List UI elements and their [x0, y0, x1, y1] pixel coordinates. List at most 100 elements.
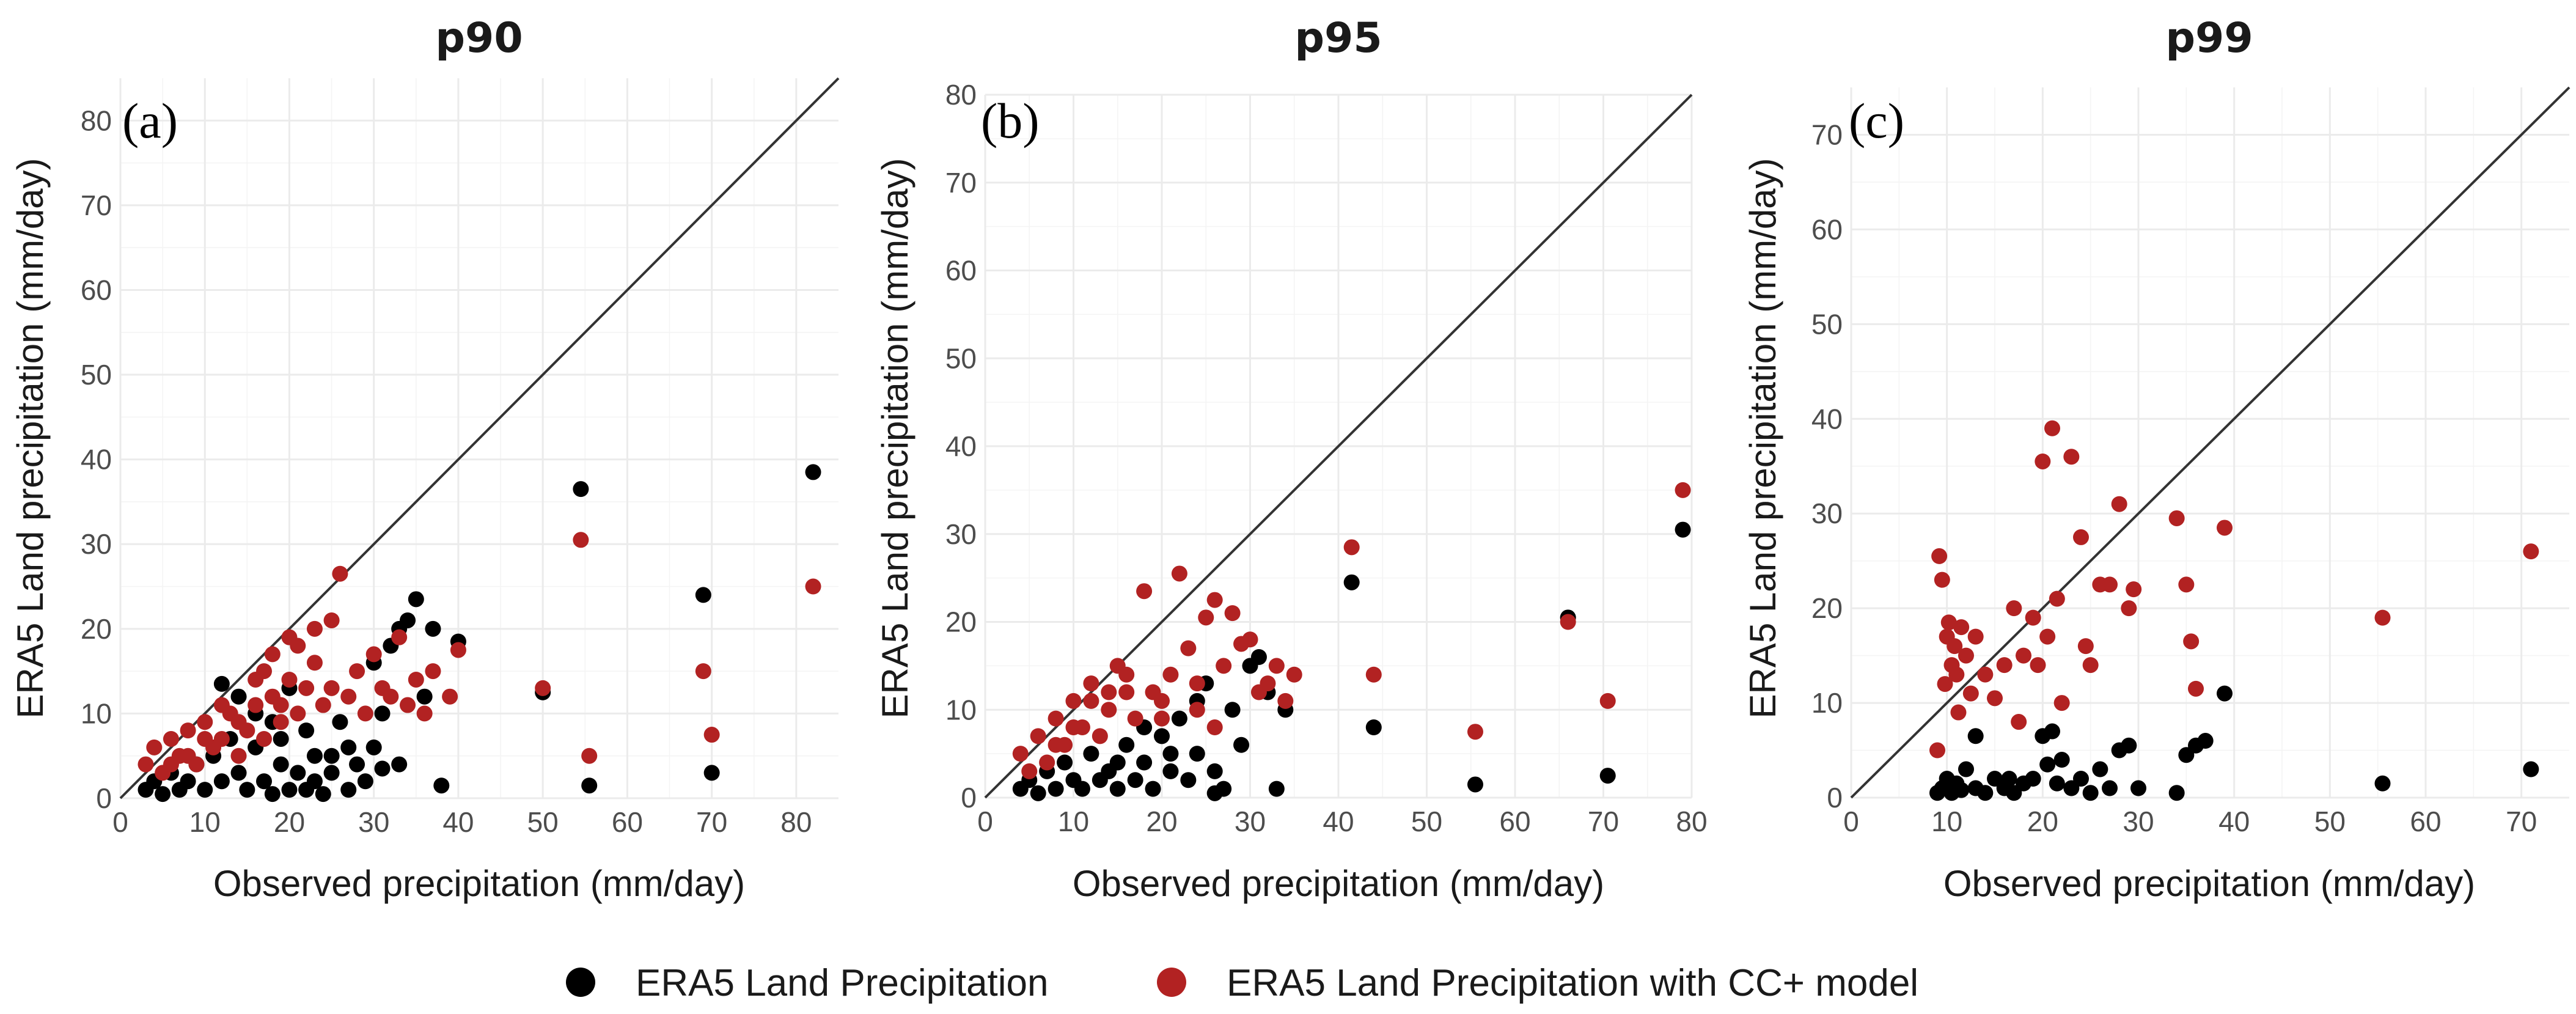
era5-point: [1675, 521, 1691, 538]
ccplus-point: [340, 688, 357, 705]
era5-point: [230, 765, 247, 781]
ccplus-point: [450, 642, 466, 658]
ccplus-point: [1118, 666, 1135, 683]
era5-point: [1233, 737, 1250, 753]
ccplus-point: [535, 680, 551, 696]
ccplus-point: [695, 663, 711, 680]
era5-point: [1967, 728, 1984, 744]
ccplus-point: [180, 748, 196, 764]
ccplus-point: [1948, 666, 1965, 683]
ccplus-point: [2011, 714, 2027, 730]
ccplus-point: [256, 730, 272, 747]
y-tick-label: 10: [81, 697, 112, 729]
ccplus-point: [581, 748, 598, 764]
ccplus-point: [2016, 647, 2031, 664]
era5-point: [1057, 754, 1073, 771]
x-tick-label: 40: [1323, 806, 1354, 837]
y-axis-label-p90: ERA5 Land precipitation (mm/day): [10, 158, 51, 718]
ccplus-point: [2217, 520, 2233, 536]
ccplus-point: [703, 727, 720, 743]
era5-point: [1599, 768, 1616, 784]
ccplus-point: [391, 629, 408, 645]
era5-point: [1467, 776, 1483, 793]
era5-point: [805, 464, 821, 480]
x-tick-label: 10: [1058, 806, 1089, 837]
ccplus-point: [290, 637, 306, 654]
era5-point: [1118, 737, 1135, 753]
era5-point: [306, 748, 323, 764]
y-tick-label: 10: [945, 694, 977, 726]
era5-point: [2001, 771, 2017, 787]
era5-point: [1250, 649, 1267, 665]
era5-point: [2523, 761, 2539, 777]
ccplus-point: [357, 705, 373, 722]
era5-point: [2044, 723, 2060, 740]
era5-point: [1109, 754, 1126, 771]
era5-point: [349, 756, 365, 773]
y-tick-label: 70: [945, 167, 977, 199]
era5-point: [1048, 781, 1064, 797]
era5-point: [2102, 780, 2118, 796]
ccplus-point: [2049, 590, 2065, 607]
ccplus-point: [1599, 693, 1616, 709]
era5-point: [1343, 574, 1360, 590]
ccplus-point: [1048, 737, 1064, 753]
points-p99: [1929, 420, 2539, 801]
x-tick-label: 30: [1235, 806, 1266, 837]
era5-point: [425, 620, 441, 637]
ccplus-point: [1987, 690, 2003, 707]
x-tick-label: 20: [1146, 806, 1177, 837]
ccplus-point: [332, 565, 348, 582]
y-tick-label: 20: [1811, 592, 1843, 624]
ccplus-point: [256, 663, 272, 680]
y-tick-label: 70: [1811, 119, 1843, 150]
era5-point: [2049, 775, 2065, 792]
ccplus-point: [163, 730, 179, 747]
ccplus-point: [1934, 571, 1950, 588]
ccplus-point: [1021, 763, 1038, 779]
x-tick-label: 50: [1411, 806, 1442, 837]
era5-point: [400, 612, 416, 628]
ccplus-point: [1092, 728, 1108, 744]
ccplus-point: [2082, 657, 2099, 674]
ccplus-point: [281, 671, 298, 688]
ccplus-point: [408, 671, 424, 688]
gridlines-p95: [984, 94, 1693, 799]
ccplus-point: [1101, 702, 1117, 718]
ccplus-point: [2126, 581, 2142, 598]
ccplus-point: [1171, 565, 1187, 582]
x-tick-label: 50: [2314, 806, 2346, 837]
ccplus-point: [1206, 719, 1223, 735]
ccplus-point: [1224, 605, 1241, 622]
era5-point: [2053, 752, 2070, 768]
era5-point: [2082, 785, 2099, 801]
ccplus-point: [248, 697, 264, 713]
ccplus-point: [1154, 710, 1170, 727]
ccplus-point: [2188, 680, 2204, 697]
era5-point: [2073, 771, 2089, 787]
ccplus-point: [383, 688, 399, 705]
era5-point: [230, 688, 247, 705]
y-tick-label: 60: [945, 255, 977, 287]
x-tick-label: 10: [189, 806, 221, 838]
ticks-p90: 0 10 20 30 40 50 60 70 80 0 10 20 30 40 50 60 70 80: [81, 105, 812, 838]
y-tick-label: 30: [945, 518, 977, 550]
era5-point: [703, 765, 720, 781]
ccplus-point: [230, 714, 247, 730]
ccplus-point: [1467, 724, 1483, 740]
ccplus-point: [1929, 742, 1945, 759]
ccplus-point: [197, 714, 213, 730]
x-axis-label-p90: Observed precipitation (mm/day): [213, 863, 745, 904]
era5-point: [433, 777, 450, 794]
panel-p99: 0 10 20 30 40 50 60 70 0 10 20 30 40 50 60 70 p99 (c) O…: [1742, 14, 2570, 904]
era5-point: [264, 786, 281, 803]
y-tick-label: 40: [945, 430, 977, 462]
y-tick-label: 60: [1811, 213, 1843, 245]
era5-point: [695, 587, 711, 603]
chart-title-p99: p99: [2165, 14, 2253, 62]
y-tick-label: 70: [81, 189, 112, 221]
y-tick-label: 80: [81, 105, 112, 136]
ccplus-point: [1180, 640, 1197, 656]
ccplus-point: [1268, 658, 1285, 674]
legend-marker-era5: [566, 968, 595, 997]
